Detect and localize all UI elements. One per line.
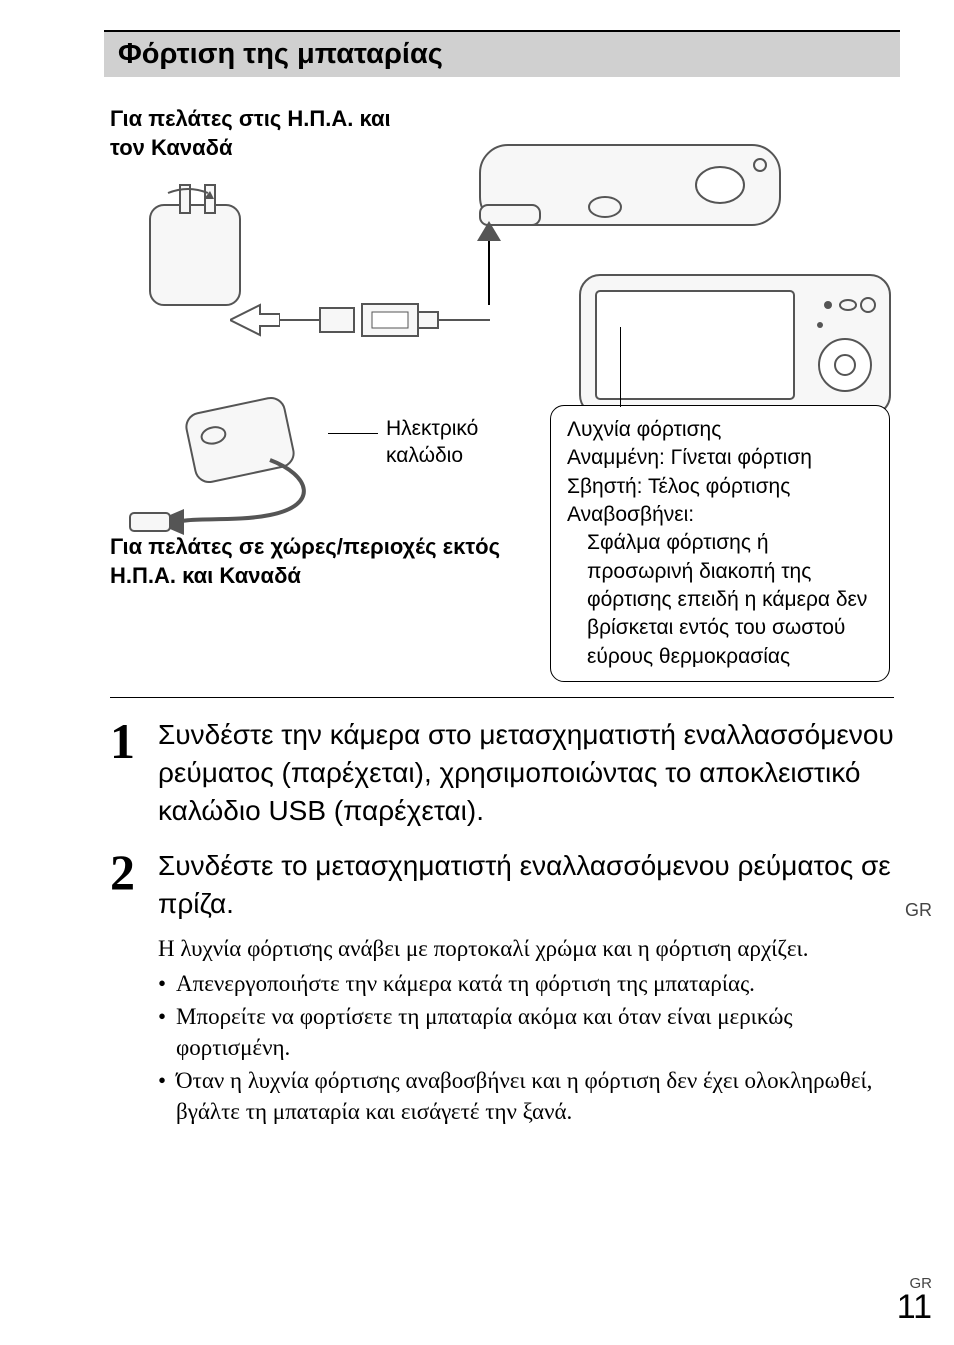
cable-line (488, 235, 490, 305)
step-2-text: Συνδέστε το μετασχηματιστή εναλλασσόμενο… (158, 847, 894, 923)
diagram-area: Για πελάτες στις Η.Π.Α. και τον Καναδά (110, 95, 894, 675)
step-2-bullets: Απενεργοποιήστε την κάμερα κατά τη φόρτι… (158, 968, 894, 1127)
step-2-sub: Η λυχνία φόρτισης ανάβει με πορτοκαλί χρ… (158, 933, 894, 1127)
bullet-3: Όταν η λυχνία φόρτισης αναβοσβήνει και η… (158, 1065, 894, 1127)
leader-callout (620, 327, 621, 407)
leader-cable (328, 433, 378, 434)
page-number-block: GR 11 (897, 1275, 932, 1327)
callout-l3: Σβηστή: Τέλος φόρτισης (567, 475, 790, 498)
step-1-number: 1 (110, 716, 158, 766)
camera-top-icon (470, 115, 800, 255)
arrow-up-icon (477, 221, 501, 241)
step-2: 2 Συνδέστε το μετασχηματιστή εναλλασσόμε… (110, 847, 894, 923)
section-header: Φόρτιση της μπαταρίας (104, 30, 900, 77)
label-other-regions: Για πελάτες σε χώρες/περιοχές εκτός Η.Π.… (110, 533, 530, 590)
callout-l2: Αναμμένη: Γίνεται φόρτιση (567, 446, 812, 469)
step-2-intro: Η λυχνία φόρτισης ανάβει με πορτοκαλί χρ… (158, 933, 894, 964)
cable-label-l1: Ηλεκτρικό (386, 417, 478, 440)
bullet-2: Μπορείτε να φορτίσετε τη μπαταρία ακόμα … (158, 1001, 894, 1063)
bullet-1: Απενεργοποιήστε την κάμερα κατά τη φόρτι… (158, 968, 894, 999)
cable-label-l2: καλώδιο (386, 444, 463, 467)
adapter-intl-icon (120, 395, 350, 535)
callout-l1: Λυχνία φόρτισης (567, 418, 721, 441)
page-number: 11 (897, 1288, 932, 1326)
step-1-text: Συνδέστε την κάμερα στο μετασχηματιστή ε… (158, 716, 894, 829)
callout-l4: Αναβοσβήνει: (567, 503, 694, 526)
usb-plug-icon (280, 290, 490, 350)
divider (110, 697, 894, 698)
charge-lamp-callout: Λυχνία φόρτισης Αναμμένη: Γίνεται φόρτισ… (550, 405, 890, 682)
step-2-number: 2 (110, 847, 158, 897)
section-title: Φόρτιση της μπαταρίας (118, 38, 443, 70)
label-us-canada: Για πελάτες στις Η.Π.Α. και τον Καναδά (110, 105, 430, 162)
arrow-left-icon (230, 300, 280, 340)
side-lang-marker: GR (905, 900, 932, 921)
callout-l5: Σφάλμα φόρτισης ή προσωρινή διακοπή της … (567, 529, 873, 671)
step-1: 1 Συνδέστε την κάμερα στο μετασχηματιστή… (110, 716, 894, 829)
cable-label: Ηλεκτρικό καλώδιο (386, 415, 478, 470)
